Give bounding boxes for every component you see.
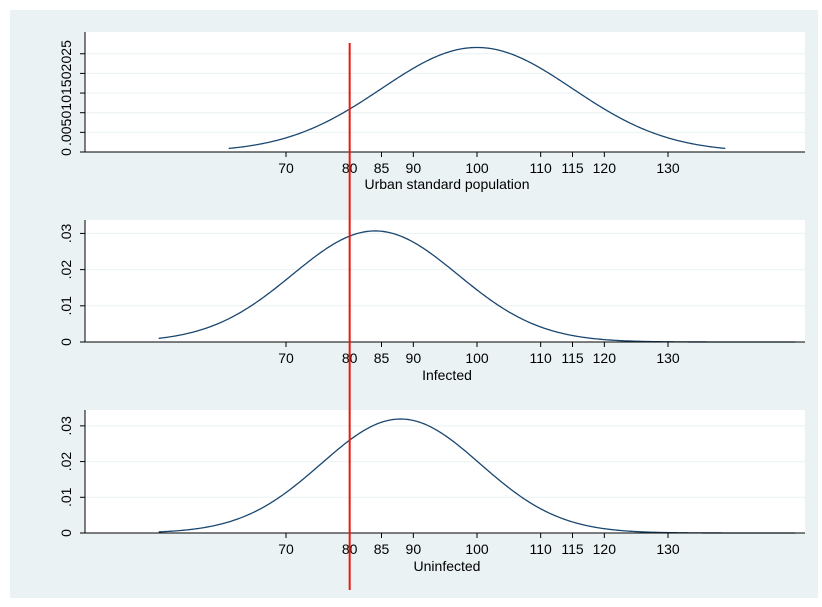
grid — [85, 53, 805, 133]
plot-area — [85, 220, 805, 342]
y-tick-label: .03 — [58, 223, 74, 243]
x-tick-label: 120 — [593, 350, 617, 366]
y-tick-label: .01 — [58, 487, 74, 507]
x-tick-label: 90 — [406, 541, 422, 557]
x-tick-label: 85 — [374, 350, 390, 366]
x-ticks: 70808590100110115120130 — [278, 533, 680, 557]
y-tick-label: .03 — [58, 416, 74, 436]
x-tick-label: 85 — [374, 160, 390, 176]
y-tick-label: .01 — [58, 103, 74, 123]
y-tick-label: 0 — [58, 529, 74, 537]
y-tick-label: .025 — [58, 40, 74, 67]
y-tick-label: .02 — [58, 63, 74, 83]
panel-infected: 70808590100110115120130 0.01.02.03 Infec… — [58, 220, 805, 383]
x-tick-label: 130 — [656, 541, 680, 557]
y-tick-label: 0 — [58, 338, 74, 346]
grid — [85, 232, 805, 307]
y-tick-label: .005 — [58, 119, 74, 146]
y-ticks: 0 .01 .02 .03 — [58, 416, 85, 537]
y-tick-label: .02 — [58, 260, 74, 280]
x-axis-label: Uninfected — [414, 558, 481, 574]
x-tick-label: 120 — [593, 541, 617, 557]
x-tick-label: 90 — [406, 350, 422, 366]
plot-area — [85, 32, 805, 152]
x-tick-label: 120 — [593, 160, 617, 176]
x-tick-label: 115 — [561, 350, 584, 366]
y-tick-label: .02 — [58, 452, 74, 472]
y-tick-label: .01 — [58, 296, 74, 316]
y-tick-label: .015 — [58, 79, 74, 106]
x-tick-label: 130 — [656, 350, 680, 366]
y-tick-label: 0 — [58, 148, 74, 156]
x-tick-label: 110 — [530, 350, 553, 366]
grid — [85, 425, 805, 498]
y-ticks: 0 .005.01.015.02.025 — [58, 40, 85, 156]
density-curve — [228, 46, 726, 150]
y-ticks: 0 .01 .02 .03 — [58, 223, 85, 346]
x-tick-label: 130 — [656, 160, 680, 176]
panel-uninfected: 70808590100110115120130 0.01.02.03 Uninf… — [58, 410, 805, 574]
x-tick-label: 115 — [561, 160, 584, 176]
x-tick-label: 115 — [561, 541, 584, 557]
x-tick-label: 70 — [278, 160, 294, 176]
x-tick-label: 100 — [465, 350, 489, 366]
x-ticks: 70808590100110115120130 — [278, 342, 680, 366]
x-tick-label: 85 — [374, 541, 390, 557]
plot-area — [85, 410, 805, 533]
x-tick-label: 110 — [530, 160, 553, 176]
panel-urban: 70808590100110115120130 0.005.01.015.02.… — [58, 32, 805, 192]
x-axis-label: Infected — [422, 367, 472, 383]
x-ticks: 70808590100110115120130 — [278, 152, 680, 176]
x-tick-label: 110 — [530, 541, 553, 557]
x-tick-label: 100 — [465, 541, 489, 557]
x-axis-label: Urban standard population — [364, 176, 529, 192]
x-tick-label: 100 — [465, 160, 489, 176]
x-tick-label: 70 — [278, 541, 294, 557]
x-tick-label: 90 — [406, 160, 422, 176]
x-tick-label: 70 — [278, 350, 294, 366]
